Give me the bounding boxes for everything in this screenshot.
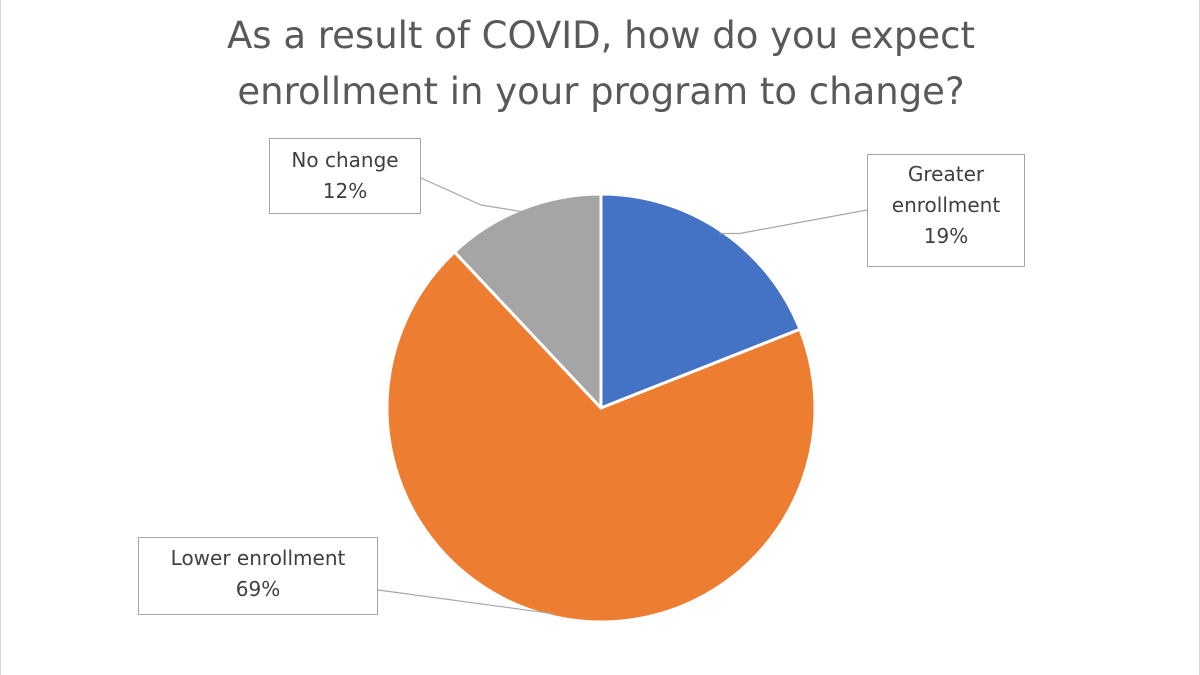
data-label-lower-enrollment: Lower enrollment 69% — [138, 537, 378, 615]
data-label-no-change-name: No change — [291, 148, 399, 172]
pie-slice-greater-enrollment — [599, 192, 802, 410]
data-label-greater-enrollment-name-2: enrollment — [891, 193, 1001, 217]
pie-slice-lower-enrollment — [385, 250, 817, 624]
data-label-lower-enrollment-value: 69% — [235, 577, 281, 601]
leader-line-lower-enrollment — [377, 589, 556, 615]
data-label-greater-enrollment-value: 19% — [923, 224, 969, 248]
data-label-no-change: No change 12% — [269, 138, 421, 214]
data-label-lower-enrollment-name: Lower enrollment — [170, 546, 346, 570]
data-label-greater-enrollment-name-1: Greater — [907, 162, 985, 186]
chart-title-line-1: As a result of COVID, how do you expect — [226, 14, 976, 57]
chart-title-line-2: enrollment in your program to change? — [237, 70, 965, 113]
leader-line-greater-enrollment — [719, 209, 868, 235]
leader-line-no-change — [420, 177, 524, 213]
data-label-no-change-value: 12% — [322, 179, 368, 203]
pie-slice-no-change — [453, 192, 603, 410]
data-label-greater-enrollment: Greater enrollment 19% — [867, 154, 1025, 267]
